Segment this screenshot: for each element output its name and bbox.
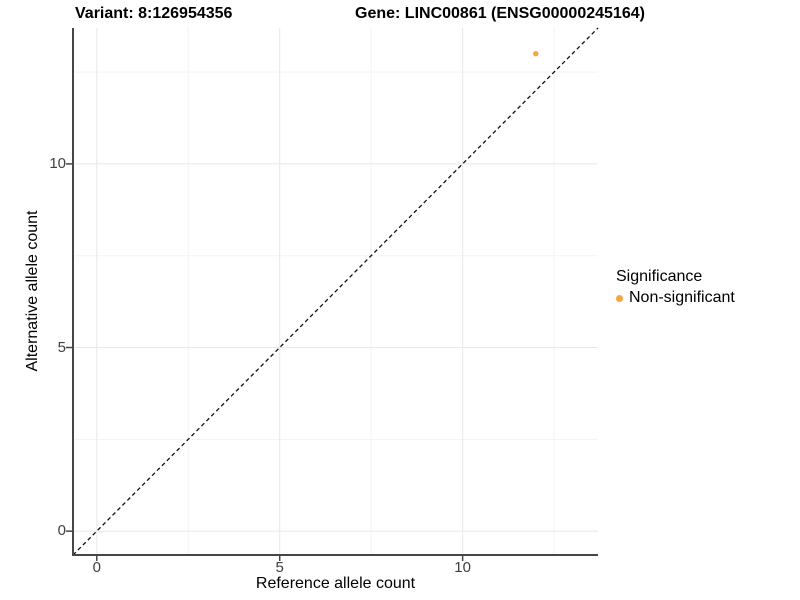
legend-title: Significance — [616, 268, 703, 285]
y-tick-label: 5 — [57, 338, 66, 356]
legend-point-icon — [616, 294, 623, 302]
data-point — [533, 51, 539, 57]
identity-reference-line — [72, 27, 599, 556]
y-tick-label: 0 — [57, 522, 66, 540]
x-tick-label: 5 — [275, 559, 284, 576]
x-tick-label: 0 — [92, 559, 101, 576]
x-axis-title: Reference allele count — [255, 575, 416, 592]
x-tick-label: 10 — [454, 559, 471, 576]
legend-item: Non-significant — [616, 289, 735, 307]
y-tick-label: 10 — [49, 154, 66, 172]
gene-title: Gene: LINC00861 (ENSG00000245164) — [355, 5, 645, 22]
y-axis-title: Alternative allele count — [24, 210, 41, 372]
variant-title: Variant: 8:126954356 — [75, 5, 233, 22]
legend: Significance Non-significant — [616, 268, 735, 307]
legend-item-label: Non-significant — [629, 289, 735, 306]
